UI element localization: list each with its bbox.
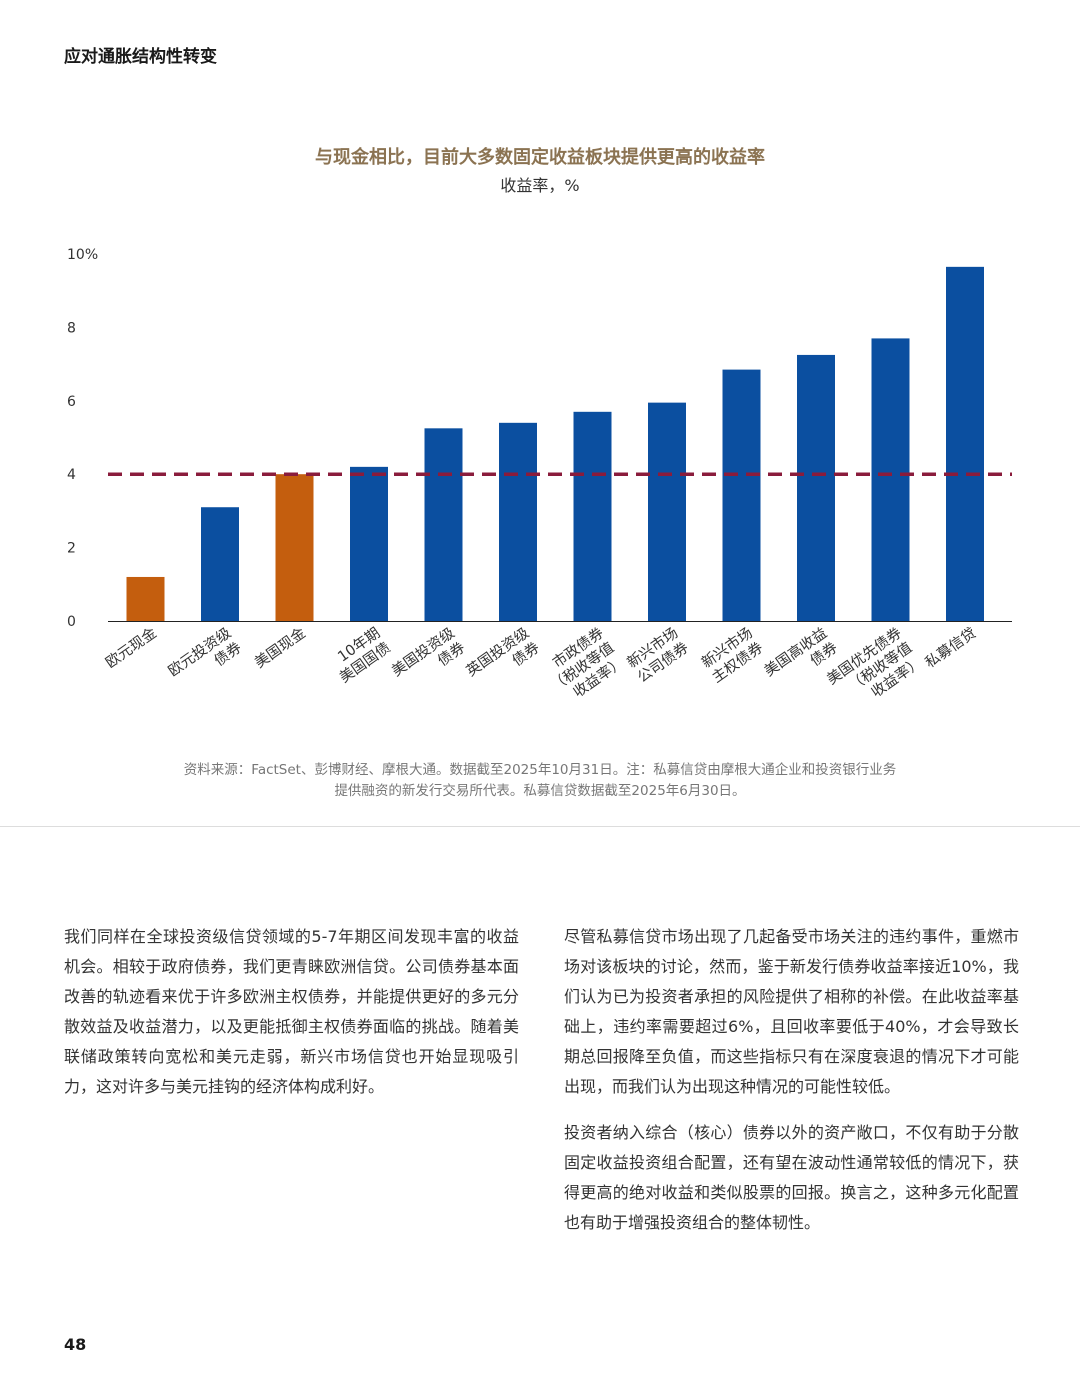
x-tick-label: 10年期美国国债 — [326, 624, 394, 686]
y-tick-label: 4 — [67, 467, 76, 483]
y-tick-label: 10% — [67, 247, 98, 263]
bar — [648, 402, 686, 621]
source-line-2: 提供融资的新发行交易所代表。私募信贷数据截至2025年6月30日。 — [334, 783, 746, 799]
x-tick-label: 英国投资级债券 — [463, 623, 543, 694]
x-tick-label: 私募信贷 — [922, 624, 979, 671]
body-paragraph: 投资者纳入综合（核心）债券以外的资产敞口，不仅有助于分散固定收益投资组合配置，还… — [564, 1123, 1019, 1232]
page-number: 48 — [64, 1335, 87, 1354]
bar — [126, 576, 165, 621]
x-tick-label-line: 私募信贷 — [922, 624, 979, 671]
chart-title: 与现金相比，目前大多数固定收益板块提供更高的收益率 — [315, 147, 765, 168]
x-tick-label: 市政债券（税收等值收益率） — [538, 624, 628, 709]
x-tick-label: 美国高收益债券 — [761, 624, 841, 695]
bar — [573, 411, 612, 621]
bar — [424, 428, 463, 621]
y-tick-label: 8 — [67, 320, 76, 336]
bar — [275, 474, 314, 621]
bar — [871, 338, 910, 621]
y-tick-label: 0 — [67, 614, 76, 630]
bar — [722, 369, 761, 621]
chart-subtitle: 收益率，% — [500, 176, 580, 195]
body-paragraph: 我们同样在全球投资级信贷领域的5-7年期区间发现丰富的收益机会。相较于政府债券，… — [64, 927, 519, 1096]
x-tick-label: 美国现金 — [252, 624, 310, 671]
bar — [350, 466, 388, 621]
source-note: 资料来源：FactSet、彭博财经、摩根大通。数据截至2025年10月31日。注… — [100, 760, 980, 802]
body-column-right: 尽管私募信贷市场出现了几起备受市场关注的违约事件，重燃市场对该板块的讨论，然而，… — [564, 922, 1019, 1254]
body-column-left: 我们同样在全球投资级信贷领域的5-7年期区间发现丰富的收益机会。相较于政府债券，… — [64, 922, 519, 1118]
y-tick-label: 2 — [67, 541, 76, 557]
x-tick-label: 美国优先债券（税收等值收益率） — [824, 624, 926, 718]
x-tick-label-line: 美国现金 — [252, 624, 310, 671]
bar — [499, 422, 537, 621]
body-paragraph: 尽管私募信贷市场出现了几起备受市场关注的违约事件，重燃市场对该板块的讨论，然而，… — [564, 927, 1019, 1096]
bar — [797, 354, 835, 621]
x-tick-label: 新兴市场公司债券 — [624, 624, 692, 686]
section-divider — [0, 826, 1080, 827]
x-tick-label: 欧元现金 — [103, 624, 161, 671]
x-tick-label-line: 欧元现金 — [103, 624, 161, 671]
bar-chart: 0 2 4 6 8 10% 欧元现金 欧元投资级债券 美国现金 10年期美国国债美国投资级债券英国… — [67, 247, 1012, 718]
bar — [946, 266, 984, 621]
x-tick-label: 欧元投资级债券 — [165, 624, 245, 695]
x-tick-label: 美国投资级债券 — [389, 624, 469, 695]
bar — [201, 507, 239, 621]
y-tick-label: 6 — [67, 394, 76, 410]
source-line-1: 资料来源：FactSet、彭博财经、摩根大通。数据截至2025年10月31日。注… — [183, 762, 897, 778]
section-title: 应对通胀结构性转变 — [64, 47, 217, 67]
x-tick-label: 新兴市场主权债券 — [699, 624, 767, 686]
